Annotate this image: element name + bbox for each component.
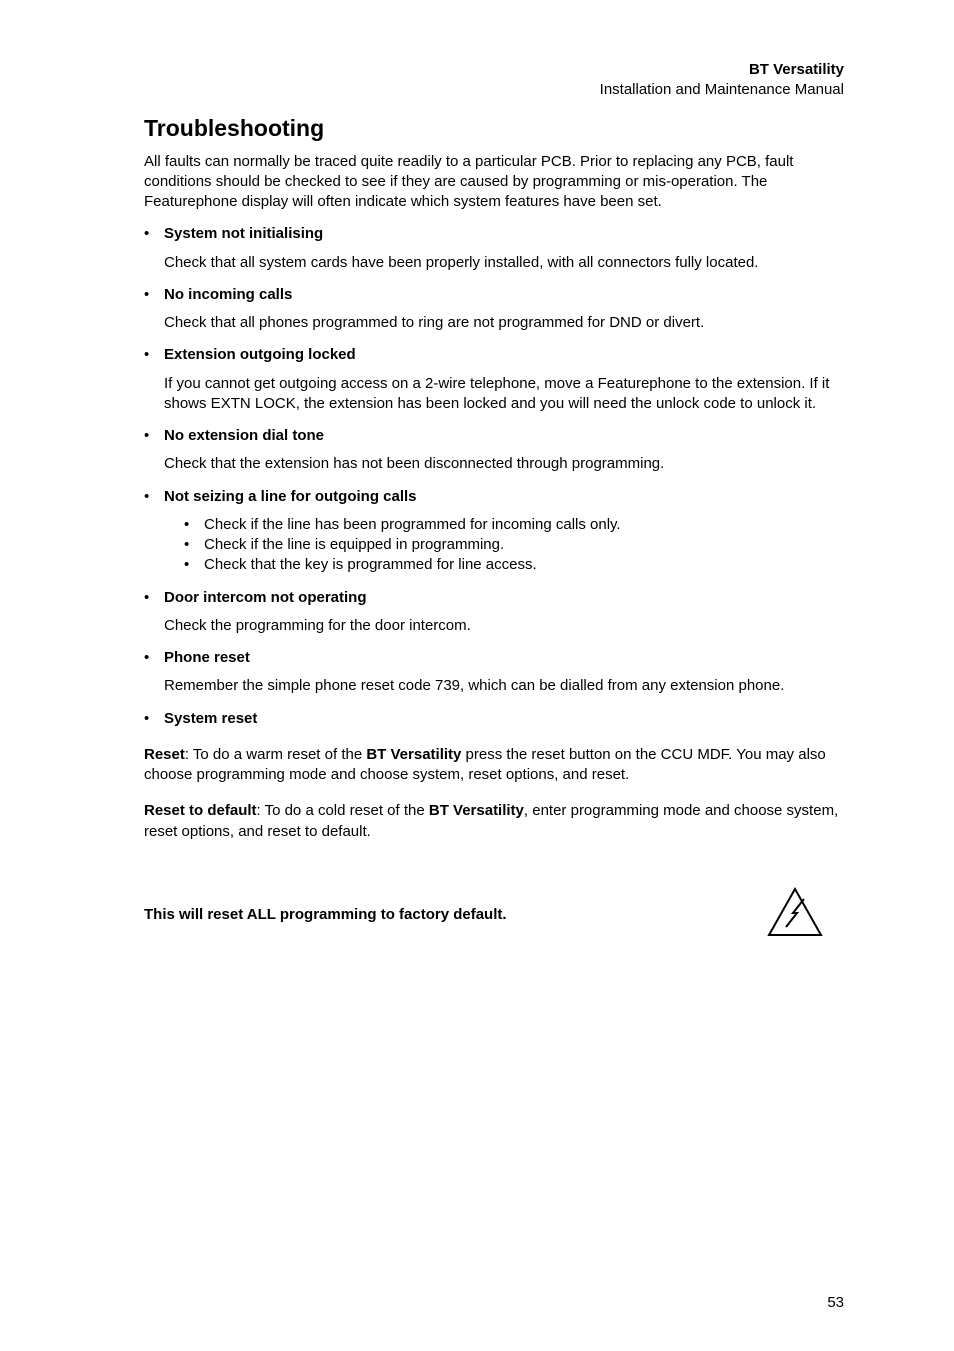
reset-paragraph: Reset: To do a warm reset of the BT Vers… bbox=[144, 745, 844, 786]
bullet-icon: • bbox=[144, 709, 164, 729]
item-heading: Extension outgoing locked bbox=[164, 345, 356, 365]
product-name: BT Versatility bbox=[429, 802, 524, 819]
bullet-icon: • bbox=[144, 487, 164, 507]
warning-text: This will reset ALL programming to facto… bbox=[144, 906, 507, 923]
header-brand: BT Versatility bbox=[749, 61, 844, 78]
bullet-icon: • bbox=[184, 535, 204, 555]
page-header: BT Versatility Installation and Maintena… bbox=[144, 60, 844, 101]
list-item: • System reset bbox=[144, 709, 844, 729]
warning-triangle-icon bbox=[766, 886, 824, 943]
item-desc: If you cannot get outgoing access on a 2… bbox=[164, 374, 844, 415]
page-title: Troubleshooting bbox=[144, 115, 844, 142]
reset-text: : To do a cold reset of the bbox=[257, 802, 429, 819]
bullet-icon: • bbox=[184, 515, 204, 535]
list-item: • No incoming calls Check that all phone… bbox=[144, 285, 844, 334]
list-item: • Phone reset Remember the simple phone … bbox=[144, 648, 844, 697]
intro-paragraph: All faults can normally be traced quite … bbox=[144, 152, 844, 213]
sub-item-text: Check if the line is equipped in program… bbox=[204, 535, 504, 555]
bullet-icon: • bbox=[184, 555, 204, 575]
sub-list-item: •Check if the line is equipped in progra… bbox=[184, 535, 844, 555]
reset-text: : To do a warm reset of the bbox=[185, 746, 366, 763]
item-desc: Check that the extension has not been di… bbox=[164, 454, 844, 474]
list-item: • Door intercom not operating Check the … bbox=[144, 588, 844, 637]
sub-item-text: Check if the line has been programmed fo… bbox=[204, 515, 621, 535]
bullet-icon: • bbox=[144, 285, 164, 305]
page-number: 53 bbox=[827, 1294, 844, 1311]
bullet-icon: • bbox=[144, 345, 164, 365]
item-desc: Check the programming for the door inter… bbox=[164, 616, 844, 636]
item-heading: Door intercom not operating bbox=[164, 588, 367, 608]
bullet-icon: • bbox=[144, 648, 164, 668]
list-item: • Not seizing a line for outgoing calls … bbox=[144, 487, 844, 576]
troubleshooting-list: • System not initialising Check that all… bbox=[144, 224, 844, 729]
item-heading: No incoming calls bbox=[164, 285, 292, 305]
reset-default-paragraph: Reset to default: To do a cold reset of … bbox=[144, 801, 844, 842]
warning-block: This will reset ALL programming to facto… bbox=[144, 886, 844, 943]
item-heading: Phone reset bbox=[164, 648, 250, 668]
header-subtitle: Installation and Maintenance Manual bbox=[600, 81, 844, 98]
product-name: BT Versatility bbox=[366, 746, 461, 763]
bullet-icon: • bbox=[144, 224, 164, 244]
page: BT Versatility Installation and Maintena… bbox=[0, 0, 954, 1351]
reset-label: Reset bbox=[144, 746, 185, 763]
sub-list: •Check if the line has been programmed f… bbox=[184, 515, 844, 576]
item-heading: No extension dial tone bbox=[164, 426, 324, 446]
item-desc: Remember the simple phone reset code 739… bbox=[164, 676, 844, 696]
sub-list-item: •Check that the key is programmed for li… bbox=[184, 555, 844, 575]
item-heading: System reset bbox=[164, 709, 257, 729]
sub-list-item: •Check if the line has been programmed f… bbox=[184, 515, 844, 535]
bullet-icon: • bbox=[144, 588, 164, 608]
item-heading: Not seizing a line for outgoing calls bbox=[164, 487, 417, 507]
sub-item-text: Check that the key is programmed for lin… bbox=[204, 555, 537, 575]
list-item: • System not initialising Check that all… bbox=[144, 224, 844, 273]
item-desc: Check that all system cards have been pr… bbox=[164, 253, 844, 273]
list-item: • Extension outgoing locked If you canno… bbox=[144, 345, 844, 414]
bullet-icon: • bbox=[144, 426, 164, 446]
item-desc: Check that all phones programmed to ring… bbox=[164, 313, 844, 333]
reset-default-label: Reset to default bbox=[144, 802, 257, 819]
item-heading: System not initialising bbox=[164, 224, 323, 244]
list-item: • No extension dial tone Check that the … bbox=[144, 426, 844, 475]
